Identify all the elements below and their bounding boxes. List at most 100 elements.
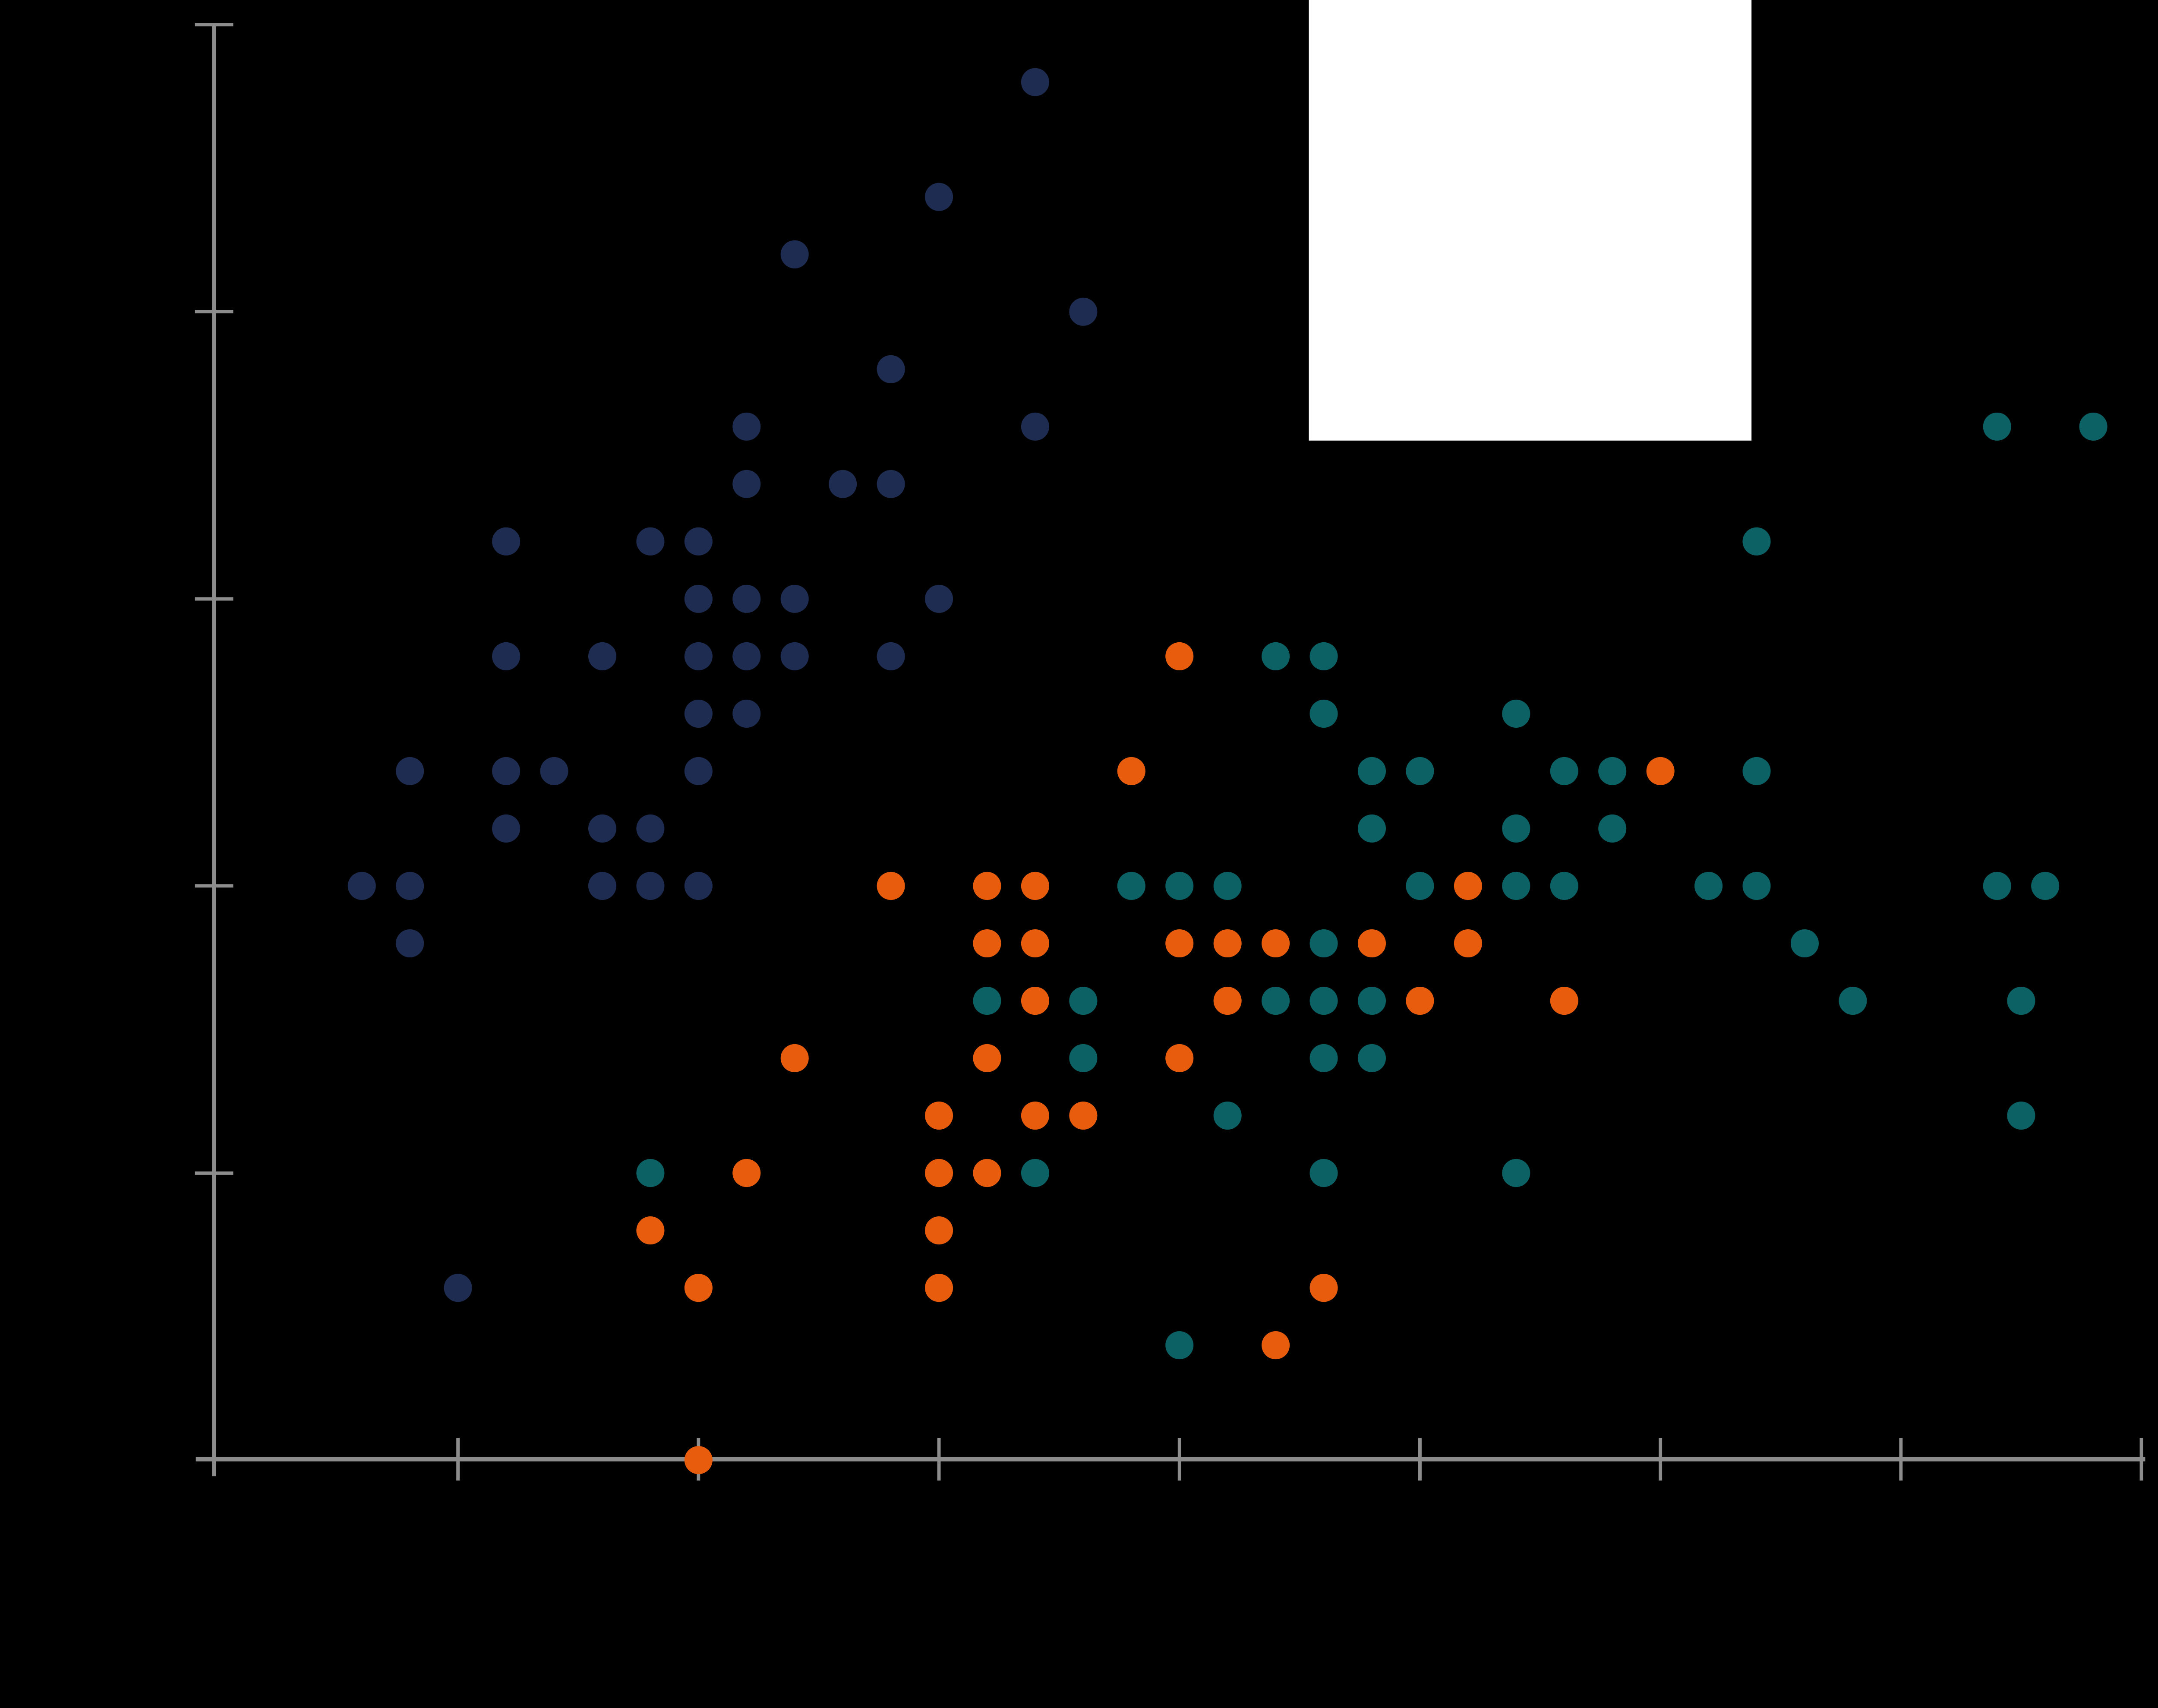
data-point	[2007, 986, 2035, 1015]
data-point	[1790, 929, 1819, 958]
data-point	[684, 1446, 713, 1474]
data-point	[636, 1216, 665, 1245]
data-point	[684, 527, 713, 556]
series-teal	[636, 412, 2108, 1360]
data-point	[684, 584, 713, 613]
data-point	[1694, 871, 1723, 900]
data-point	[1357, 757, 1386, 785]
data-point	[1598, 757, 1627, 785]
data-point	[1262, 929, 1290, 958]
data-point	[1262, 986, 1290, 1015]
data-point	[1213, 986, 1242, 1015]
data-point	[636, 527, 665, 556]
data-point	[1262, 642, 1290, 670]
data-point	[396, 871, 424, 900]
data-point	[1406, 986, 1434, 1015]
data-point	[684, 699, 713, 728]
data-point	[492, 642, 521, 670]
data-point	[732, 584, 761, 613]
data-point	[684, 1274, 713, 1302]
data-point	[877, 642, 905, 670]
data-point	[1021, 412, 1049, 441]
data-point	[684, 871, 713, 900]
data-point	[732, 470, 761, 498]
data-point	[877, 871, 905, 900]
data-point	[1309, 1044, 1338, 1073]
data-point	[1839, 986, 1867, 1015]
data-point	[1983, 412, 2011, 441]
data-point	[877, 470, 905, 498]
series-layer	[347, 68, 2108, 1474]
data-point	[877, 355, 905, 383]
data-point	[2079, 412, 2108, 441]
data-point	[347, 871, 376, 900]
data-point	[1213, 871, 1242, 900]
data-point	[924, 1216, 953, 1245]
data-point	[1502, 699, 1530, 728]
data-point	[588, 814, 617, 843]
data-point	[444, 1274, 472, 1302]
data-point	[1357, 986, 1386, 1015]
data-point	[1357, 929, 1386, 958]
data-point	[636, 871, 665, 900]
data-point	[780, 642, 809, 670]
data-point	[1454, 871, 1482, 900]
data-point	[684, 642, 713, 670]
data-point	[540, 757, 568, 785]
data-point	[1021, 1101, 1049, 1130]
data-point	[1021, 68, 1049, 96]
data-point	[924, 1274, 953, 1302]
data-point	[732, 642, 761, 670]
data-point	[1309, 1159, 1338, 1187]
data-point	[924, 584, 953, 613]
data-point	[1309, 929, 1338, 958]
data-point	[492, 527, 521, 556]
data-point	[1069, 297, 1098, 326]
data-point	[636, 1159, 665, 1187]
data-point	[1309, 642, 1338, 670]
data-point	[732, 412, 761, 441]
data-point	[1742, 871, 1771, 900]
data-point	[1550, 757, 1578, 785]
data-point	[396, 929, 424, 958]
data-point	[829, 470, 857, 498]
data-point	[1069, 1044, 1098, 1073]
data-point	[684, 757, 713, 785]
data-point	[1213, 1101, 1242, 1130]
data-point	[636, 814, 665, 843]
data-point	[1406, 757, 1434, 785]
data-point	[924, 1159, 953, 1187]
data-point	[1165, 1331, 1194, 1360]
data-point	[780, 240, 809, 268]
data-point	[1357, 814, 1386, 843]
data-point	[1021, 871, 1049, 900]
data-point	[588, 642, 617, 670]
data-point	[1165, 642, 1194, 670]
data-point	[973, 1044, 1001, 1073]
data-point	[1454, 929, 1482, 958]
axes-layer	[195, 23, 2145, 1481]
data-point	[1309, 1274, 1338, 1302]
data-point	[1357, 1044, 1386, 1073]
data-point	[1213, 929, 1242, 958]
data-point	[2007, 1101, 2035, 1130]
data-point	[1742, 527, 1771, 556]
data-point	[1165, 929, 1194, 958]
data-point	[973, 1159, 1001, 1187]
data-point	[732, 1159, 761, 1187]
data-point	[1069, 986, 1098, 1015]
data-point	[1309, 986, 1338, 1015]
data-point	[1646, 757, 1675, 785]
data-point	[1550, 871, 1578, 900]
data-point	[492, 814, 521, 843]
data-point	[1502, 871, 1530, 900]
data-point	[973, 871, 1001, 900]
data-point	[1069, 1101, 1098, 1130]
series-orange	[636, 642, 1675, 1474]
data-point	[1598, 814, 1627, 843]
data-point	[1117, 757, 1145, 785]
data-point	[732, 699, 761, 728]
